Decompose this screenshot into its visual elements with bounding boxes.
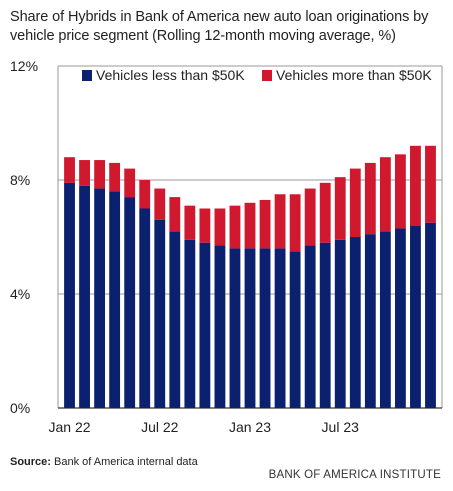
bar-over-50k (410, 145, 421, 226)
bar-over-50k (79, 160, 90, 186)
bar-over-50k (109, 162, 121, 192)
chart-title: Share of Hybrids in Bank of America new … (10, 9, 429, 44)
bar-over-50k (64, 157, 75, 183)
bar-over-50k (319, 182, 331, 243)
bar-under-50k (79, 185, 90, 408)
bar-under-50k (274, 248, 286, 408)
bar-under-50k (169, 231, 181, 408)
legend-swatch-under-50k (82, 70, 92, 81)
bar-under-50k (214, 245, 226, 408)
bar-over-50k (394, 154, 406, 229)
bar-over-50k (364, 162, 376, 235)
bar-over-50k (274, 194, 286, 249)
bar-over-50k (425, 145, 436, 223)
bar-over-50k (154, 188, 166, 220)
source-note: Source: Bank of America internal data (10, 456, 198, 468)
bar-over-50k (244, 202, 256, 249)
bar-under-50k (289, 251, 301, 408)
x-tick-label: Jul 22 (141, 419, 179, 435)
bar-over-50k (334, 177, 346, 240)
bar-over-50k (349, 168, 361, 237)
bar-under-50k (259, 248, 271, 408)
bar-over-50k (229, 205, 241, 249)
x-tick-label: Jan 23 (229, 419, 271, 435)
bar-over-50k (214, 208, 226, 246)
y-tick-label: 12% (10, 58, 38, 74)
bar-over-50k (199, 208, 211, 243)
bar-under-50k (364, 234, 376, 408)
bar-under-50k (94, 188, 106, 408)
bar-over-50k (379, 157, 391, 232)
bar-over-50k (289, 194, 301, 252)
x-tick-label: Jan 22 (48, 419, 90, 435)
bar-under-50k (319, 242, 331, 408)
source-text: Bank of America internal data (54, 456, 198, 468)
bar-under-50k (425, 222, 436, 408)
bar-under-50k (64, 182, 75, 408)
bar-over-50k (304, 188, 316, 246)
bar-under-50k (334, 239, 346, 408)
legend-swatch-over-50k (262, 70, 272, 81)
y-tick-label: 0% (10, 400, 30, 416)
bar-under-50k (304, 245, 316, 408)
bar-under-50k (244, 248, 256, 408)
legend-label-over-50k: Vehicles more than $50K (276, 67, 432, 83)
source-label: Source: (10, 456, 51, 468)
bar-over-50k (139, 180, 151, 209)
bar-over-50k (94, 160, 106, 189)
y-tick-label: 4% (10, 286, 30, 302)
bar-under-50k (124, 197, 136, 408)
bar-over-50k (124, 168, 136, 198)
bar-under-50k (154, 219, 166, 408)
bar-under-50k (109, 191, 121, 408)
bar-under-50k (349, 237, 361, 408)
bar-under-50k (199, 242, 211, 408)
bar-under-50k (394, 228, 406, 408)
brand-footer: BANK OF AMERICA INSTITUTE (268, 469, 441, 481)
bar-under-50k (184, 239, 196, 408)
bar-over-50k (169, 197, 181, 232)
bar-under-50k (410, 225, 421, 408)
bar-over-50k (184, 205, 196, 240)
bar-under-50k (139, 208, 151, 408)
x-tick-label: Jul 23 (322, 419, 360, 435)
y-tick-label: 8% (10, 172, 30, 188)
legend-label-under-50k: Vehicles less than $50K (96, 67, 245, 83)
bar-under-50k (229, 248, 241, 408)
bar-under-50k (379, 231, 391, 408)
bar-over-50k (259, 199, 271, 249)
